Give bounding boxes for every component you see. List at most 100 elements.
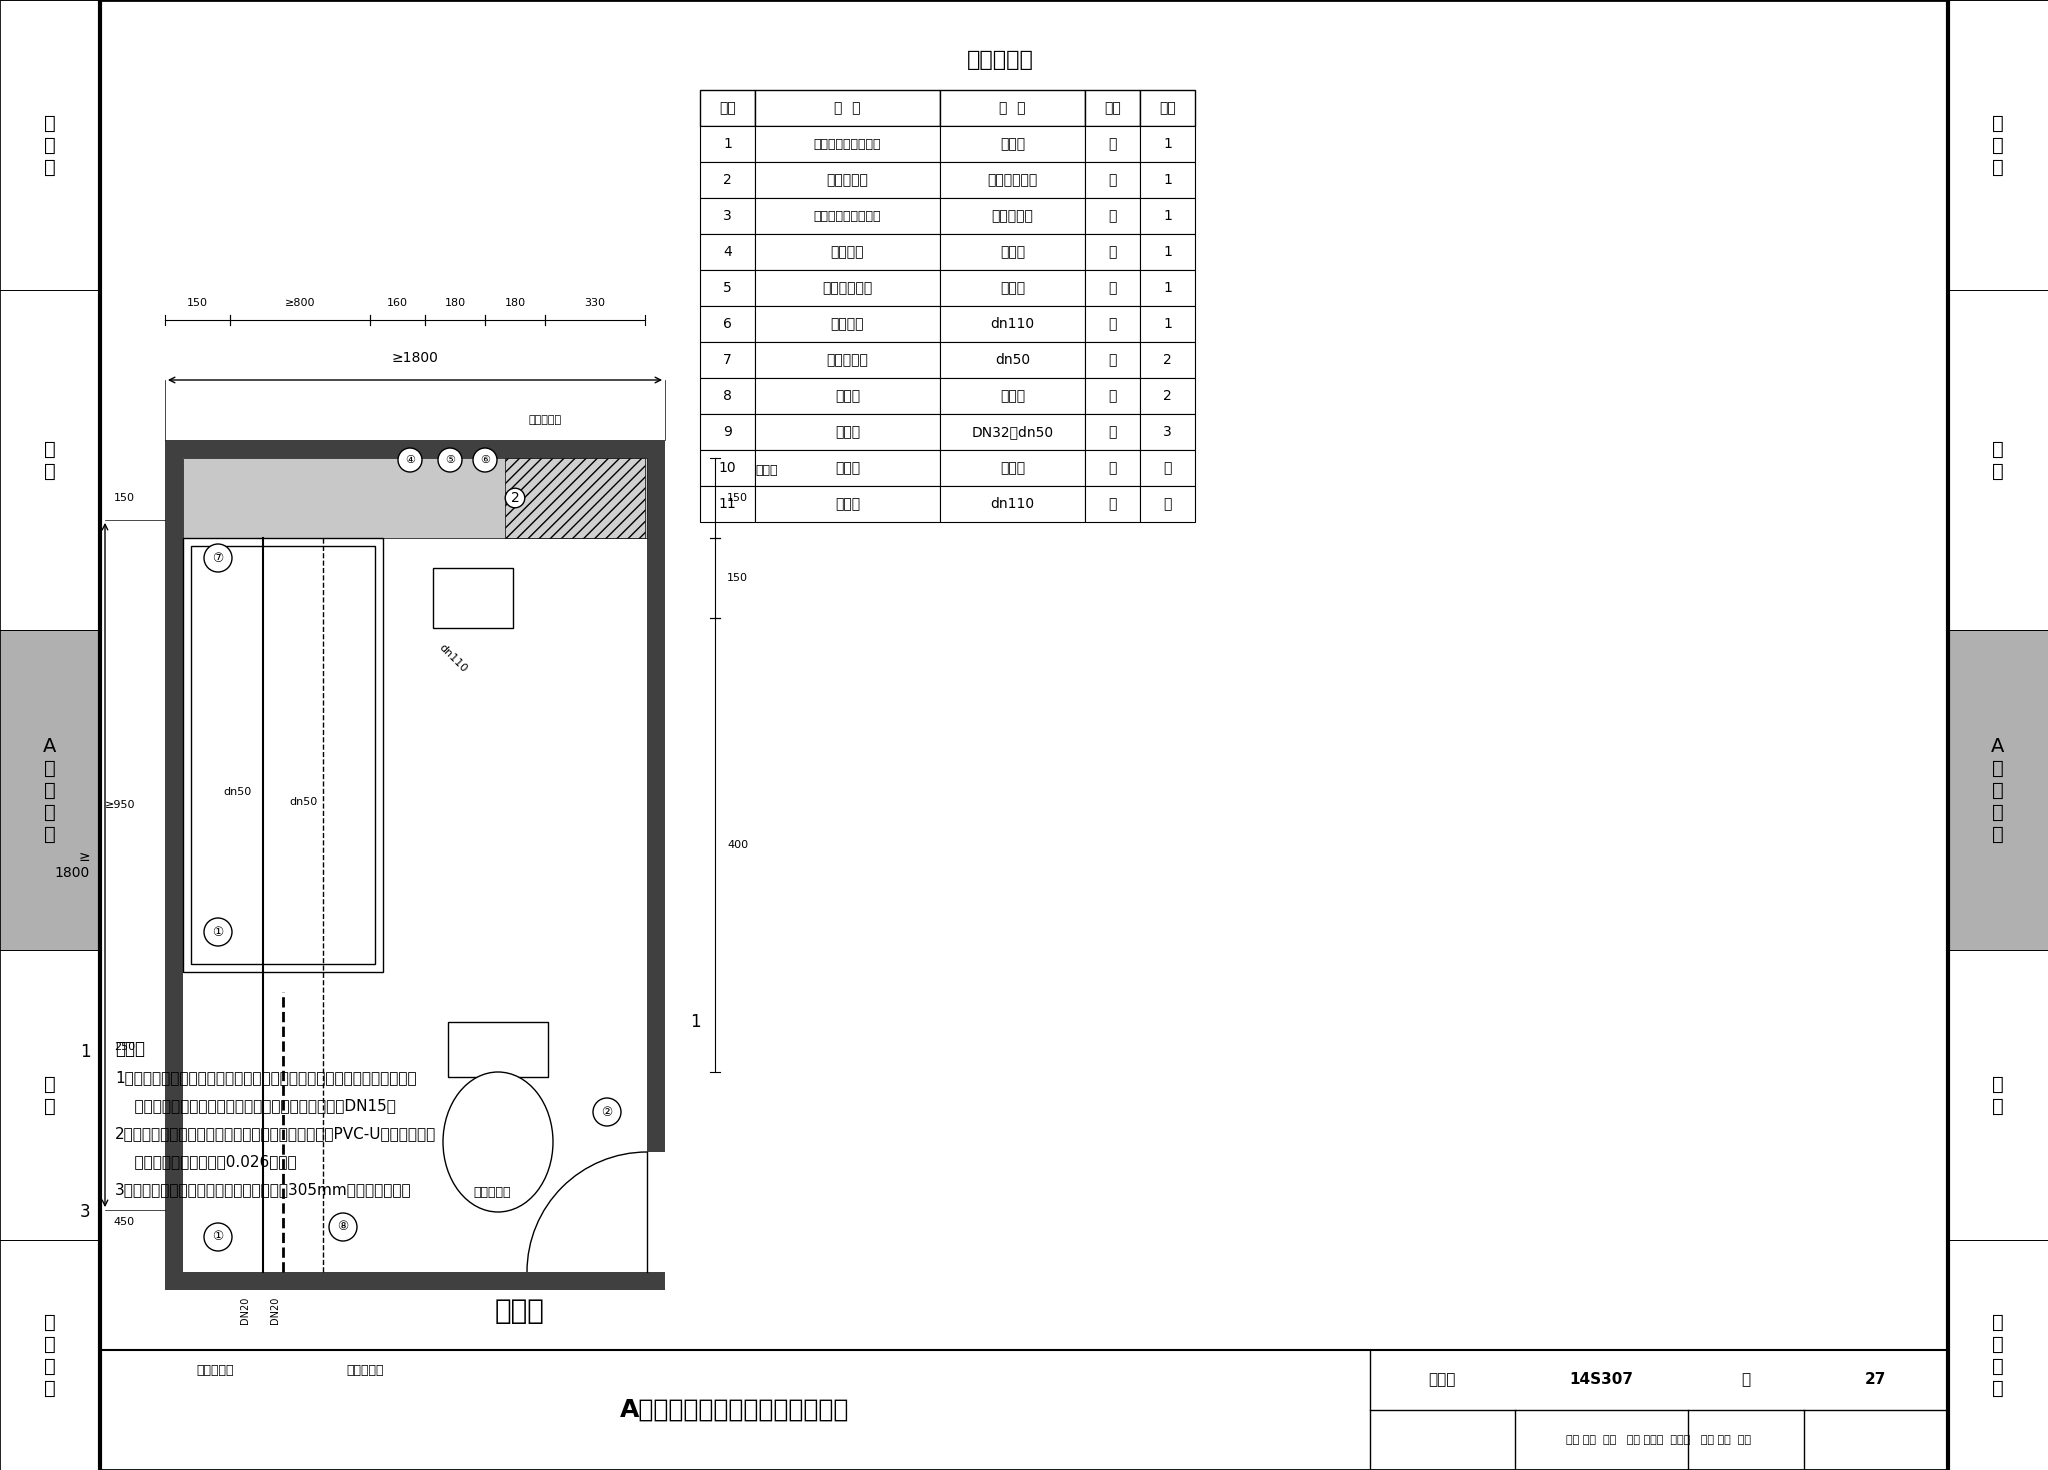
Bar bbox=[1085, 90, 1141, 126]
Bar bbox=[940, 234, 1085, 270]
Bar bbox=[756, 450, 940, 487]
Bar bbox=[700, 306, 756, 343]
Text: ④: ④ bbox=[406, 456, 416, 465]
Bar bbox=[1948, 950, 2048, 1241]
Bar bbox=[647, 1152, 666, 1272]
Bar bbox=[506, 459, 645, 538]
Text: dn110: dn110 bbox=[991, 497, 1034, 512]
Bar bbox=[700, 126, 756, 162]
Bar bbox=[756, 343, 940, 378]
Bar bbox=[1085, 306, 1141, 343]
Text: 180: 180 bbox=[504, 298, 526, 309]
Bar bbox=[756, 162, 940, 198]
Text: 2．本图排水设计为污废水分流系统，按硬聚氯乙烯（PVC-U）排水管及配: 2．本图排水设计为污废水分流系统，按硬聚氯乙烯（PVC-U）排水管及配 bbox=[115, 1126, 436, 1141]
Bar bbox=[1948, 0, 2048, 290]
Bar bbox=[700, 378, 756, 415]
Bar bbox=[0, 0, 100, 290]
Bar bbox=[166, 440, 182, 1291]
Text: dn110: dn110 bbox=[991, 318, 1034, 331]
Bar bbox=[1141, 343, 1194, 378]
Text: 个: 个 bbox=[1108, 390, 1116, 403]
Text: 27: 27 bbox=[1866, 1373, 1886, 1388]
Bar bbox=[182, 459, 647, 538]
Text: 名  称: 名 称 bbox=[834, 101, 860, 115]
Text: 个: 个 bbox=[1108, 462, 1116, 475]
Text: 5: 5 bbox=[723, 281, 731, 295]
Bar bbox=[756, 270, 940, 306]
Text: 1: 1 bbox=[723, 137, 731, 151]
Text: 厨
房: 厨 房 bbox=[1993, 440, 2003, 481]
Bar bbox=[700, 343, 756, 378]
Text: 个: 个 bbox=[1108, 497, 1116, 512]
Text: 1: 1 bbox=[1163, 245, 1171, 259]
Text: 伸缩节: 伸缩节 bbox=[836, 462, 860, 475]
Text: 接自热水表: 接自热水表 bbox=[197, 1364, 233, 1376]
Text: 个: 个 bbox=[1108, 425, 1116, 440]
Bar bbox=[756, 234, 940, 270]
Text: ⑦: ⑦ bbox=[213, 551, 223, 564]
Text: 2: 2 bbox=[1163, 353, 1171, 368]
Text: 单位: 单位 bbox=[1104, 101, 1120, 115]
Bar bbox=[1141, 378, 1194, 415]
Text: 单柄淋浴水嘴淋浴房: 单柄淋浴水嘴淋浴房 bbox=[813, 210, 881, 222]
Text: 说明：: 说明： bbox=[115, 1039, 145, 1058]
Bar bbox=[1141, 487, 1194, 522]
Bar bbox=[756, 126, 940, 162]
Text: 吊顶检修口: 吊顶检修口 bbox=[473, 1185, 510, 1198]
Text: DN20: DN20 bbox=[270, 1297, 281, 1323]
Text: 阻火圈: 阻火圈 bbox=[836, 497, 860, 512]
Text: A
型
卫
生
间: A 型 卫 生 间 bbox=[1991, 736, 2005, 844]
Text: 1．本图为有集中热水供应的卫生间设计，给水管采用分水器供水，分水器: 1．本图为有集中热水供应的卫生间设计，给水管采用分水器供水，分水器 bbox=[115, 1070, 416, 1085]
Bar bbox=[190, 545, 375, 964]
Text: DN32、dn50: DN32、dn50 bbox=[971, 425, 1053, 440]
Text: 主要设备表: 主要设备表 bbox=[967, 50, 1034, 71]
Text: 页: 页 bbox=[1741, 1373, 1751, 1388]
Text: DN20: DN20 bbox=[240, 1297, 250, 1323]
Bar bbox=[432, 567, 512, 628]
Text: 330: 330 bbox=[584, 298, 606, 309]
Bar bbox=[1085, 487, 1141, 522]
Text: 3: 3 bbox=[80, 1202, 90, 1222]
Circle shape bbox=[397, 448, 422, 472]
Text: 个: 个 bbox=[1108, 353, 1116, 368]
Bar bbox=[1085, 198, 1141, 234]
Bar bbox=[1141, 415, 1194, 450]
Bar bbox=[700, 198, 756, 234]
Bar bbox=[1141, 90, 1194, 126]
Text: 总
说
明: 总 说 明 bbox=[45, 113, 55, 176]
Bar bbox=[700, 270, 756, 306]
Text: 1: 1 bbox=[1163, 209, 1171, 223]
Text: 全钢化玻璃: 全钢化玻璃 bbox=[991, 209, 1034, 223]
Text: ①: ① bbox=[213, 1230, 223, 1244]
Text: 1: 1 bbox=[1163, 281, 1171, 295]
Text: 150: 150 bbox=[115, 492, 135, 503]
Bar bbox=[182, 538, 383, 972]
Text: 直通式地漏: 直通式地漏 bbox=[827, 353, 868, 368]
Text: 2: 2 bbox=[723, 173, 731, 187]
Text: 套: 套 bbox=[1108, 209, 1116, 223]
Text: dn110: dn110 bbox=[436, 642, 469, 675]
Text: A
型
卫
生
间: A 型 卫 生 间 bbox=[43, 736, 57, 844]
Bar bbox=[0, 1241, 100, 1470]
Text: dn50: dn50 bbox=[223, 786, 252, 797]
Bar bbox=[1085, 450, 1141, 487]
Text: 套: 套 bbox=[1108, 173, 1116, 187]
Bar bbox=[700, 234, 756, 270]
Text: 250: 250 bbox=[115, 1042, 135, 1053]
Text: 根: 根 bbox=[1108, 318, 1116, 331]
Text: 污水立管: 污水立管 bbox=[831, 318, 864, 331]
Bar bbox=[1948, 631, 2048, 950]
Text: 节
点
详
图: 节 点 详 图 bbox=[1993, 1313, 2003, 1398]
Text: ②: ② bbox=[602, 1105, 612, 1119]
Text: 400: 400 bbox=[727, 839, 748, 850]
Text: 14S307: 14S307 bbox=[1569, 1373, 1632, 1388]
Bar bbox=[1085, 270, 1141, 306]
Text: 图集号: 图集号 bbox=[1430, 1373, 1456, 1388]
Text: ①: ① bbox=[213, 926, 223, 938]
Bar bbox=[940, 90, 1085, 126]
Text: 1: 1 bbox=[1163, 173, 1171, 187]
Text: 150: 150 bbox=[186, 298, 209, 309]
Bar bbox=[940, 126, 1085, 162]
Text: 按设计: 按设计 bbox=[999, 462, 1026, 475]
Text: 3: 3 bbox=[1163, 425, 1171, 440]
